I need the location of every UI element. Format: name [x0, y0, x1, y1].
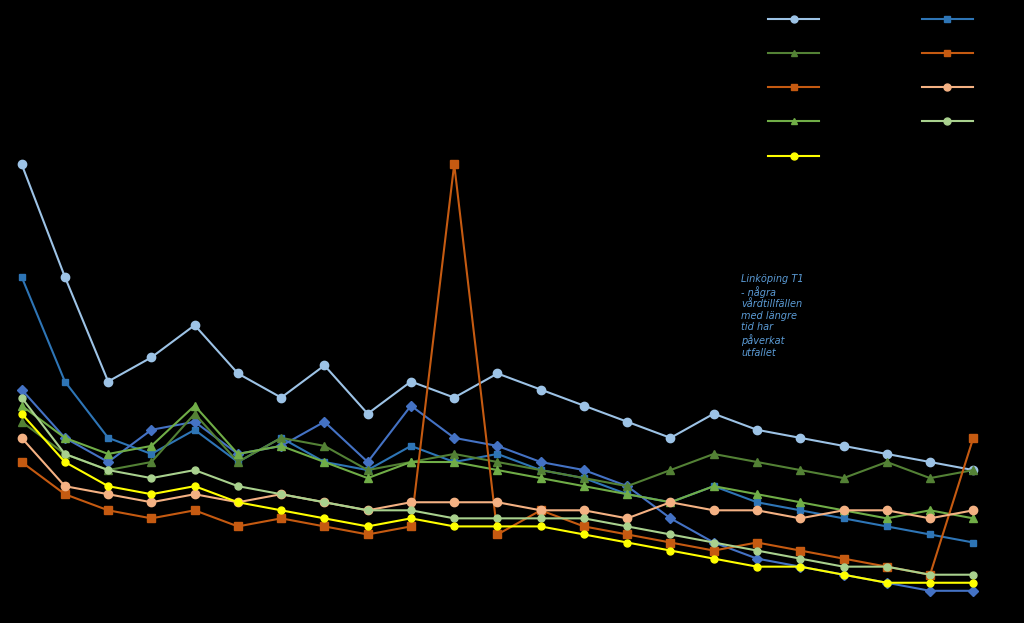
Text: Linköping T1
- några
vårdtillfällen
med längre
tid har
påverkat
utfallet: Linköping T1 - några vårdtillfällen med … — [741, 273, 804, 358]
